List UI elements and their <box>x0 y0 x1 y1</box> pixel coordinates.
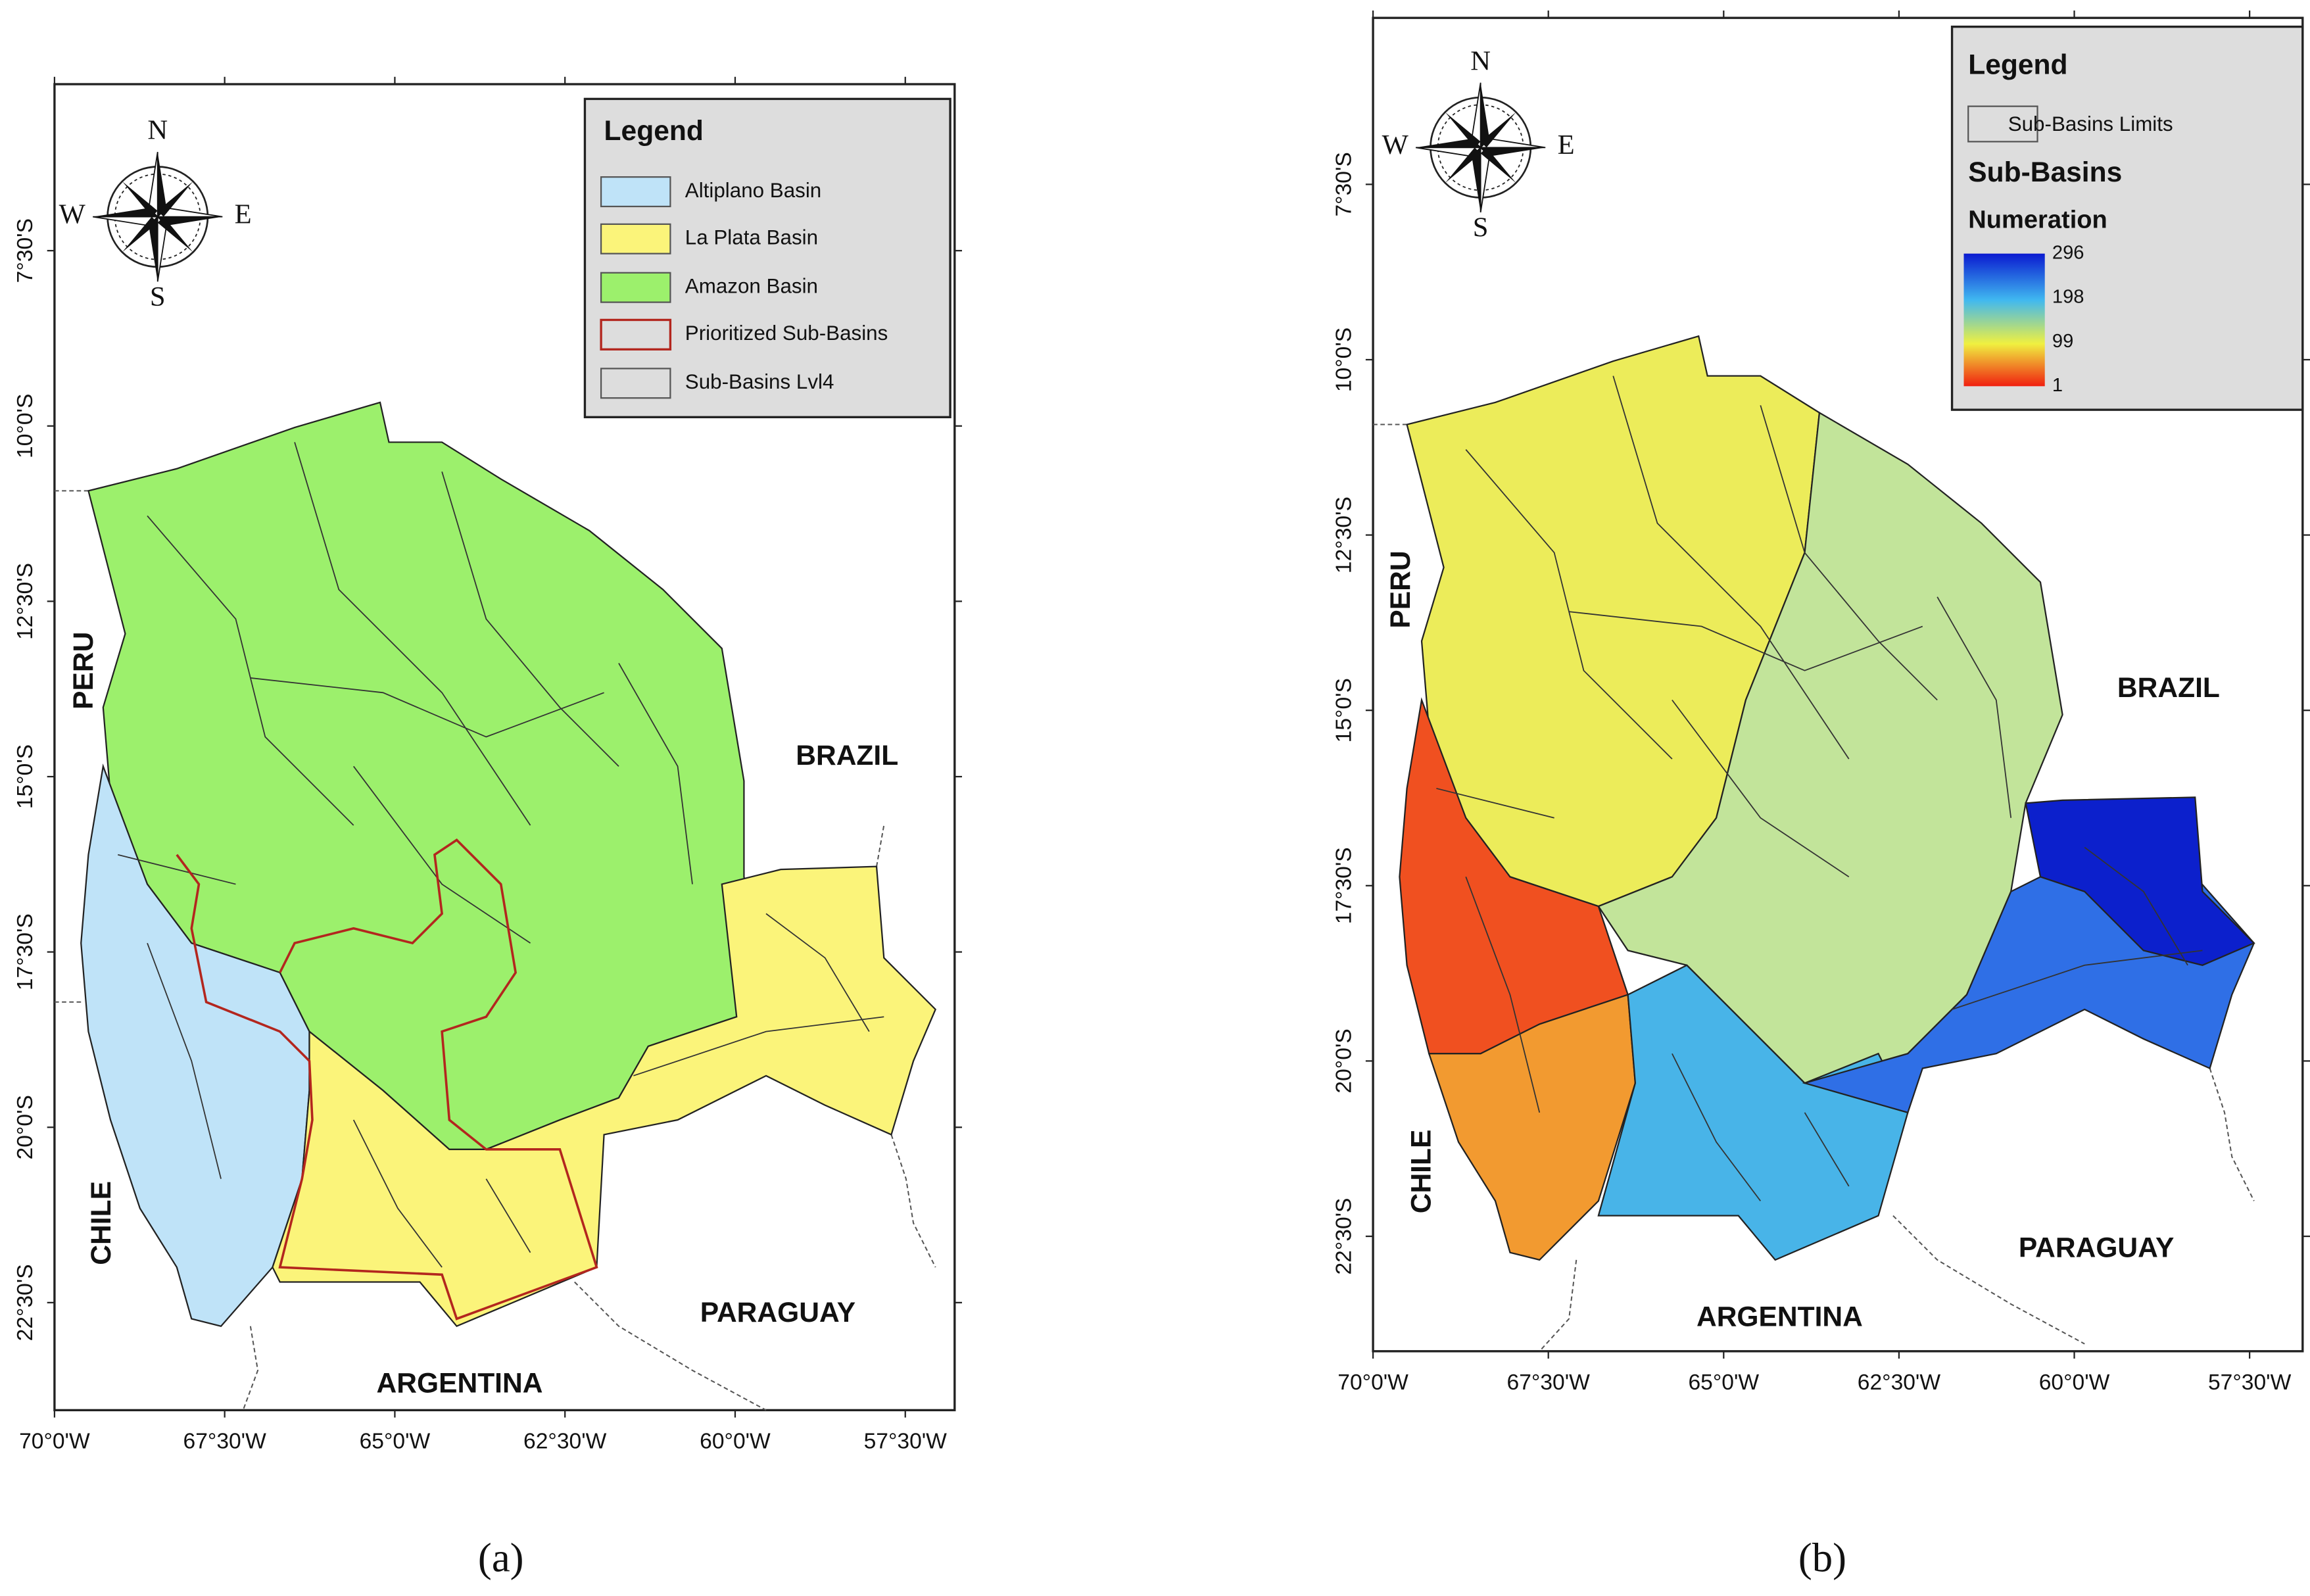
legend-item: La Plata Basin <box>685 226 818 249</box>
map-a <box>53 83 956 1412</box>
legend-item: Sub-Basins Limits <box>2008 112 2173 135</box>
country-label: PARAGUAY <box>700 1297 855 1328</box>
country-label: PERU <box>68 632 99 710</box>
lon-label: 62°30'W <box>1858 1370 1941 1395</box>
compass-letter: E <box>235 199 252 230</box>
lon-label: 57°30'W <box>864 1430 948 1454</box>
legend-subtitle: Sub-Basins <box>1968 157 2122 188</box>
lat-label: 22°30'S <box>1332 1198 1356 1275</box>
lon-label: 67°30'W <box>183 1430 267 1454</box>
lat-label: 20°0'S <box>1332 1028 1356 1093</box>
lat-label: 7°30'S <box>13 218 37 283</box>
compass-letter: W <box>1382 130 1409 160</box>
legend-item: Altiplano Basin <box>685 179 821 202</box>
lon-label: 60°0'W <box>2039 1370 2110 1395</box>
lat-label: 12°30'S <box>13 563 37 640</box>
ramp-title: Numeration <box>1968 206 2107 233</box>
legend-item: Amazon Basin <box>685 274 818 297</box>
map-b <box>1372 16 2304 1353</box>
legend-box <box>583 97 951 419</box>
la-plata-basin <box>272 865 937 1328</box>
legend-swatch <box>600 223 671 254</box>
lat-label: 17°30'S <box>1332 847 1356 924</box>
lat-label: 15°0'S <box>13 744 37 809</box>
lat-label: 12°30'S <box>1332 496 1356 573</box>
lat-label: 10°0'S <box>1332 327 1356 392</box>
legend-swatch <box>600 318 672 351</box>
legend-swatch <box>600 272 671 303</box>
legend-item: Sub-Basins Lvl4 <box>685 370 834 393</box>
legend-item: Prioritized Sub-Basins <box>685 322 888 345</box>
ramp-label: 296 <box>2052 242 2084 263</box>
country-label: BRAZIL <box>796 740 898 771</box>
country-label: ARGENTINA <box>377 1368 543 1399</box>
lon-label: 67°30'W <box>1507 1370 1591 1395</box>
legend-box <box>1950 25 2304 411</box>
caption: (a) <box>478 1535 524 1581</box>
compass-letter: N <box>147 115 168 146</box>
sub-basin-group <box>2025 796 2255 966</box>
lat-label: 15°0'S <box>1332 678 1356 742</box>
compass-letter: W <box>59 199 86 230</box>
legend-title: Legend <box>1968 49 2067 80</box>
ramp-label: 99 <box>2052 331 2073 352</box>
country-label: BRAZIL <box>2117 672 2220 704</box>
country-label: PARAGUAY <box>2019 1232 2174 1263</box>
lat-label: 20°0'S <box>13 1095 37 1159</box>
sub-basin-group <box>1597 964 1909 1261</box>
ramp-label: 198 <box>2052 287 2084 308</box>
lon-label: 70°0'W <box>19 1430 90 1454</box>
lon-label: 62°30'W <box>523 1430 607 1454</box>
country-label: CHILE <box>1406 1130 1437 1214</box>
altiplano-basin <box>80 763 310 1327</box>
country-label: CHILE <box>85 1181 117 1265</box>
legend-swatch <box>600 368 671 399</box>
caption: (b) <box>1798 1535 1846 1581</box>
lon-label: 70°0'W <box>1337 1370 1408 1395</box>
compass-letter: S <box>150 281 166 312</box>
compass-letter: S <box>1473 212 1489 243</box>
lat-label: 10°0'S <box>13 394 37 458</box>
lat-label: 17°30'S <box>13 913 37 990</box>
legend-swatch <box>1967 105 2038 143</box>
color-ramp <box>1963 253 2045 387</box>
compass-letter: E <box>1558 130 1575 160</box>
legend-swatch <box>600 176 671 208</box>
lon-label: 57°30'W <box>2208 1370 2292 1395</box>
legend-title: Legend <box>604 115 704 147</box>
lon-label: 65°0'W <box>360 1430 431 1454</box>
compass-letter: N <box>1470 45 1491 76</box>
lon-label: 60°0'W <box>700 1430 771 1454</box>
lon-label: 65°0'W <box>1689 1370 1760 1395</box>
country-label: PERU <box>1385 550 1416 628</box>
lat-label: 22°30'S <box>13 1264 37 1341</box>
country-label: ARGENTINA <box>1696 1301 1863 1333</box>
ramp-label: 1 <box>2052 375 2063 396</box>
lat-label: 7°30'S <box>1332 152 1356 216</box>
